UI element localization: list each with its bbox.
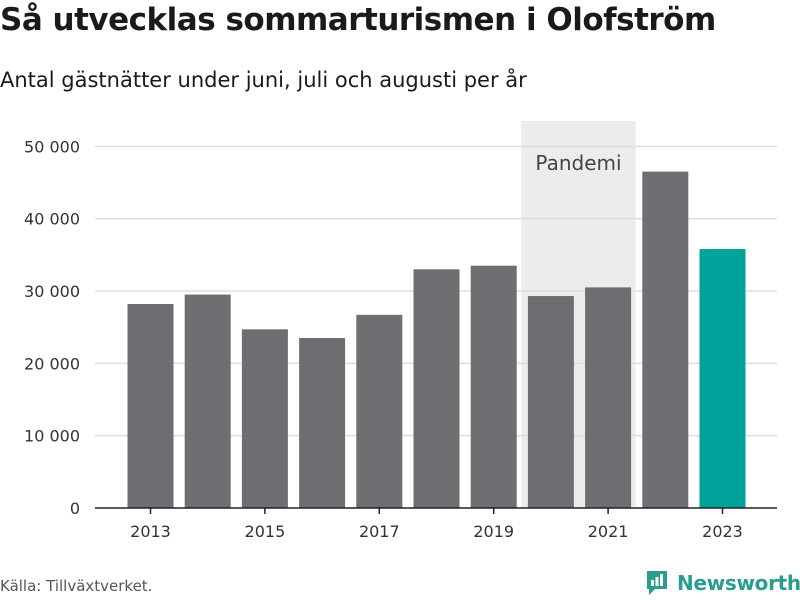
brand-name: Newsworthy bbox=[677, 571, 800, 595]
x-tick-label: 2013 bbox=[130, 522, 171, 541]
chart-title: Så utvecklas sommarturismen i Olofström bbox=[0, 2, 716, 38]
bar bbox=[413, 269, 460, 508]
x-tick-label: 2015 bbox=[245, 522, 286, 541]
x-tick-label: 2019 bbox=[473, 522, 514, 541]
y-tick-label: 0 bbox=[70, 499, 80, 518]
bar-chart: Pandemi 0 10 000 20 000 30 000 40 000 50 000 20… bbox=[24, 121, 777, 541]
y-tick-label: 50 000 bbox=[24, 137, 80, 156]
bar bbox=[470, 265, 517, 508]
chart-subtitle: Antal gästnätter under juni, juli och au… bbox=[0, 68, 527, 92]
y-tick-label: 20 000 bbox=[24, 354, 80, 373]
bar bbox=[241, 329, 288, 508]
x-tick-label: 2023 bbox=[702, 522, 743, 541]
brand-logo-link[interactable]: Newsworthy bbox=[645, 569, 800, 597]
x-tick-label: 2021 bbox=[588, 522, 629, 541]
y-tick-label: 30 000 bbox=[24, 282, 80, 301]
bar bbox=[299, 338, 346, 508]
bar bbox=[642, 171, 689, 509]
y-tick-label: 10 000 bbox=[24, 427, 80, 446]
source-note: Källa: Tillväxtverket. bbox=[0, 577, 153, 595]
bar bbox=[585, 287, 632, 508]
pandemic-label: Pandemi bbox=[535, 151, 621, 175]
bar-highlight bbox=[699, 249, 746, 508]
bar bbox=[356, 314, 403, 508]
newsworthy-logo-icon bbox=[647, 571, 667, 595]
bar bbox=[127, 304, 174, 508]
x-tick-label: 2017 bbox=[359, 522, 400, 541]
bar bbox=[184, 294, 231, 508]
y-tick-label: 40 000 bbox=[24, 210, 80, 229]
bar bbox=[527, 296, 574, 508]
